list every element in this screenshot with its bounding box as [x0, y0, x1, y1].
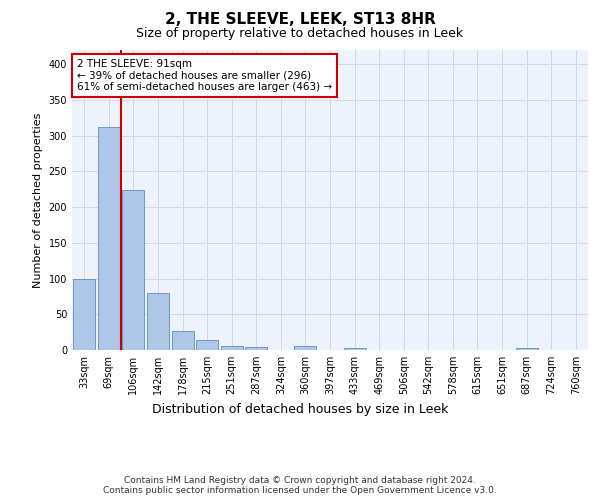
Bar	[515, 348, 538, 350]
Bar	[295, 346, 316, 350]
Bar	[344, 348, 365, 350]
Bar	[196, 340, 218, 350]
Bar	[245, 347, 268, 350]
Bar	[172, 332, 194, 350]
Bar	[147, 293, 169, 350]
Text: 2 THE SLEEVE: 91sqm
← 39% of detached houses are smaller (296)
61% of semi-detac: 2 THE SLEEVE: 91sqm ← 39% of detached ho…	[77, 59, 332, 92]
Text: 2, THE SLEEVE, LEEK, ST13 8HR: 2, THE SLEEVE, LEEK, ST13 8HR	[164, 12, 436, 28]
Bar	[98, 127, 120, 350]
Text: Contains HM Land Registry data © Crown copyright and database right 2024.
Contai: Contains HM Land Registry data © Crown c…	[103, 476, 497, 495]
Bar	[122, 190, 145, 350]
Text: Distribution of detached houses by size in Leek: Distribution of detached houses by size …	[152, 402, 448, 415]
Y-axis label: Number of detached properties: Number of detached properties	[33, 112, 43, 288]
Bar	[221, 346, 243, 350]
Bar	[73, 280, 95, 350]
Text: Size of property relative to detached houses in Leek: Size of property relative to detached ho…	[136, 28, 464, 40]
